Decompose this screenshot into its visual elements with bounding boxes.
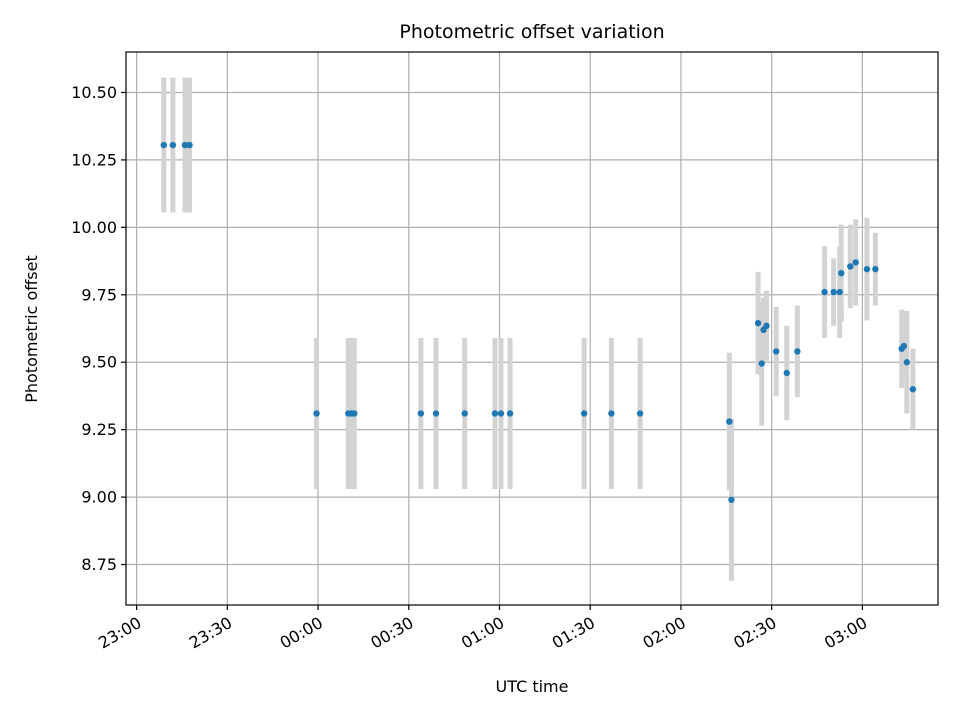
- y-axis-title: Photometric offset: [22, 255, 41, 403]
- data-point: [847, 263, 854, 270]
- data-point: [783, 369, 790, 377]
- y-tick-label: 9.25: [81, 420, 117, 439]
- data-point: [863, 265, 871, 273]
- y-tick-label: 10.00: [71, 218, 117, 237]
- data-point: [432, 410, 440, 417]
- data-point: [181, 141, 189, 149]
- data-point: [852, 259, 859, 266]
- chart-title: Photometric offset variation: [399, 21, 664, 43]
- y-axis-ticks: 8.75 9.00 9.25 9.50 9.75 10.00 10.25 10.50: [71, 83, 126, 574]
- data-point: [773, 348, 780, 355]
- y-tick-label: 10.50: [71, 83, 117, 102]
- data-point: [900, 342, 908, 350]
- data-point: [417, 410, 425, 417]
- data-point: [909, 385, 917, 393]
- data-point: [506, 410, 514, 417]
- data-point: [313, 410, 320, 417]
- data-point: [830, 288, 837, 296]
- data-point: [821, 288, 828, 296]
- plot-area-frame: [125, 51, 939, 606]
- data-point: [758, 360, 765, 367]
- data-point: [794, 348, 801, 355]
- y-tick-label: 9.75: [81, 285, 117, 304]
- data-point: [169, 141, 177, 149]
- data-point: [872, 265, 879, 273]
- data-point: [728, 496, 735, 503]
- data-point: [754, 319, 762, 327]
- data-point: [903, 359, 911, 366]
- data-point: [497, 410, 505, 417]
- data-point: [608, 410, 615, 417]
- data-point: [351, 410, 358, 417]
- data-point: [636, 410, 644, 417]
- y-tick-label: 9.00: [81, 488, 117, 507]
- data-point: [160, 141, 168, 149]
- data-point: [580, 410, 588, 417]
- gridlines: [126, 52, 938, 605]
- data-point: [838, 270, 845, 277]
- data-point: [836, 288, 843, 296]
- y-tick-label: 8.75: [81, 555, 117, 574]
- data-point: [726, 418, 733, 425]
- point-series: [160, 141, 917, 503]
- data-point: [186, 141, 193, 149]
- y-tick-label: 9.50: [81, 353, 117, 372]
- data-point: [763, 322, 770, 330]
- y-tick-label: 10.25: [71, 150, 117, 169]
- data-point: [461, 410, 468, 417]
- data-point: [491, 410, 499, 417]
- x-axis-title: UTC time: [496, 677, 569, 696]
